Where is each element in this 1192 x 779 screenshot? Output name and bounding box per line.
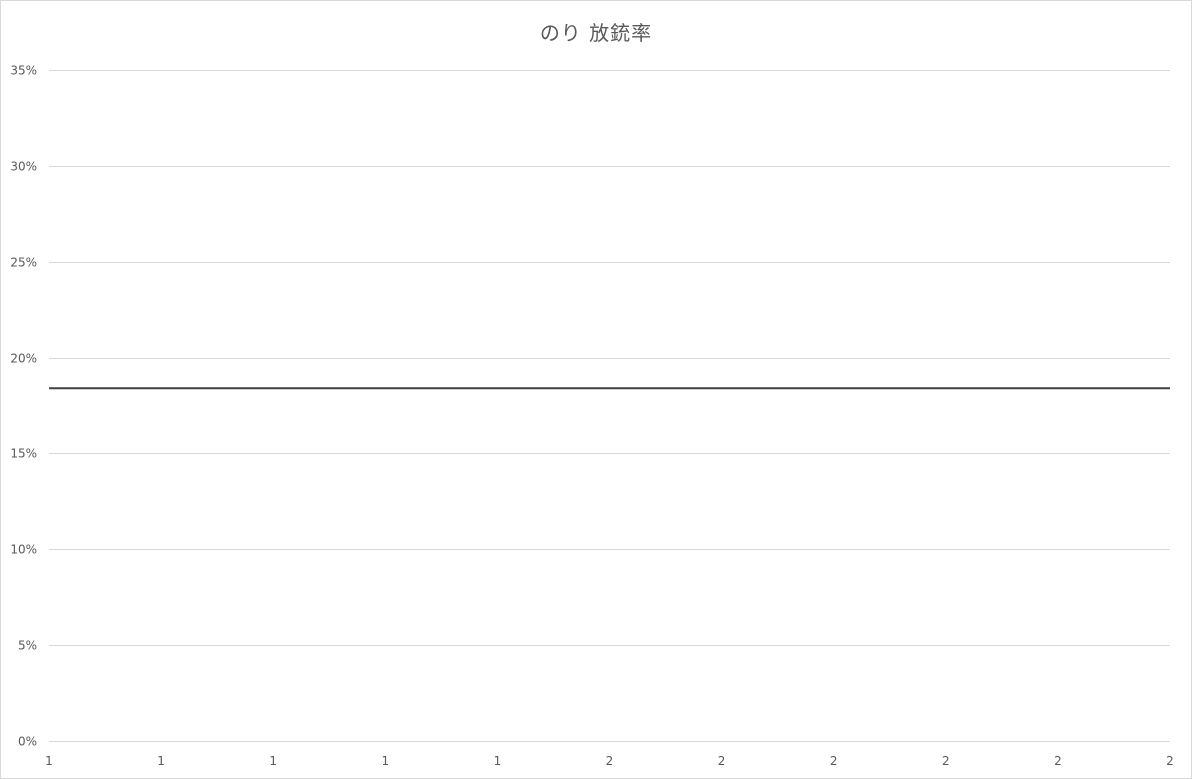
y-tick-label: 0% <box>18 735 37 749</box>
x-tick-label: 2 <box>1166 754 1174 768</box>
x-axis-tick-labels: 1 1 1 1 1 2 2 2 2 2 2 <box>45 754 1174 768</box>
y-tick-label: 20% <box>10 352 37 366</box>
x-tick-label: 1 <box>45 754 53 768</box>
x-tick-label: 2 <box>606 754 614 768</box>
y-axis-tick-labels: 0% 5% 10% 15% 20% 25% 30% 35% <box>10 64 37 749</box>
x-tick-label: 2 <box>718 754 726 768</box>
y-tick-label: 10% <box>10 543 37 557</box>
x-tick-label: 2 <box>942 754 950 768</box>
x-tick-label: 1 <box>157 754 165 768</box>
chart-title: のり 放銃率 <box>539 21 653 45</box>
y-tick-label: 5% <box>18 639 37 653</box>
y-tick-label: 15% <box>10 447 37 461</box>
x-tick-label: 2 <box>1054 754 1062 768</box>
y-tick-label: 30% <box>10 160 37 174</box>
y-tick-label: 25% <box>10 256 37 270</box>
y-tick-label: 35% <box>10 64 37 78</box>
x-tick-label: 1 <box>494 754 502 768</box>
x-tick-label: 2 <box>830 754 838 768</box>
gridlines <box>49 70 1170 742</box>
x-tick-label: 1 <box>381 754 389 768</box>
x-tick-label: 1 <box>269 754 277 768</box>
